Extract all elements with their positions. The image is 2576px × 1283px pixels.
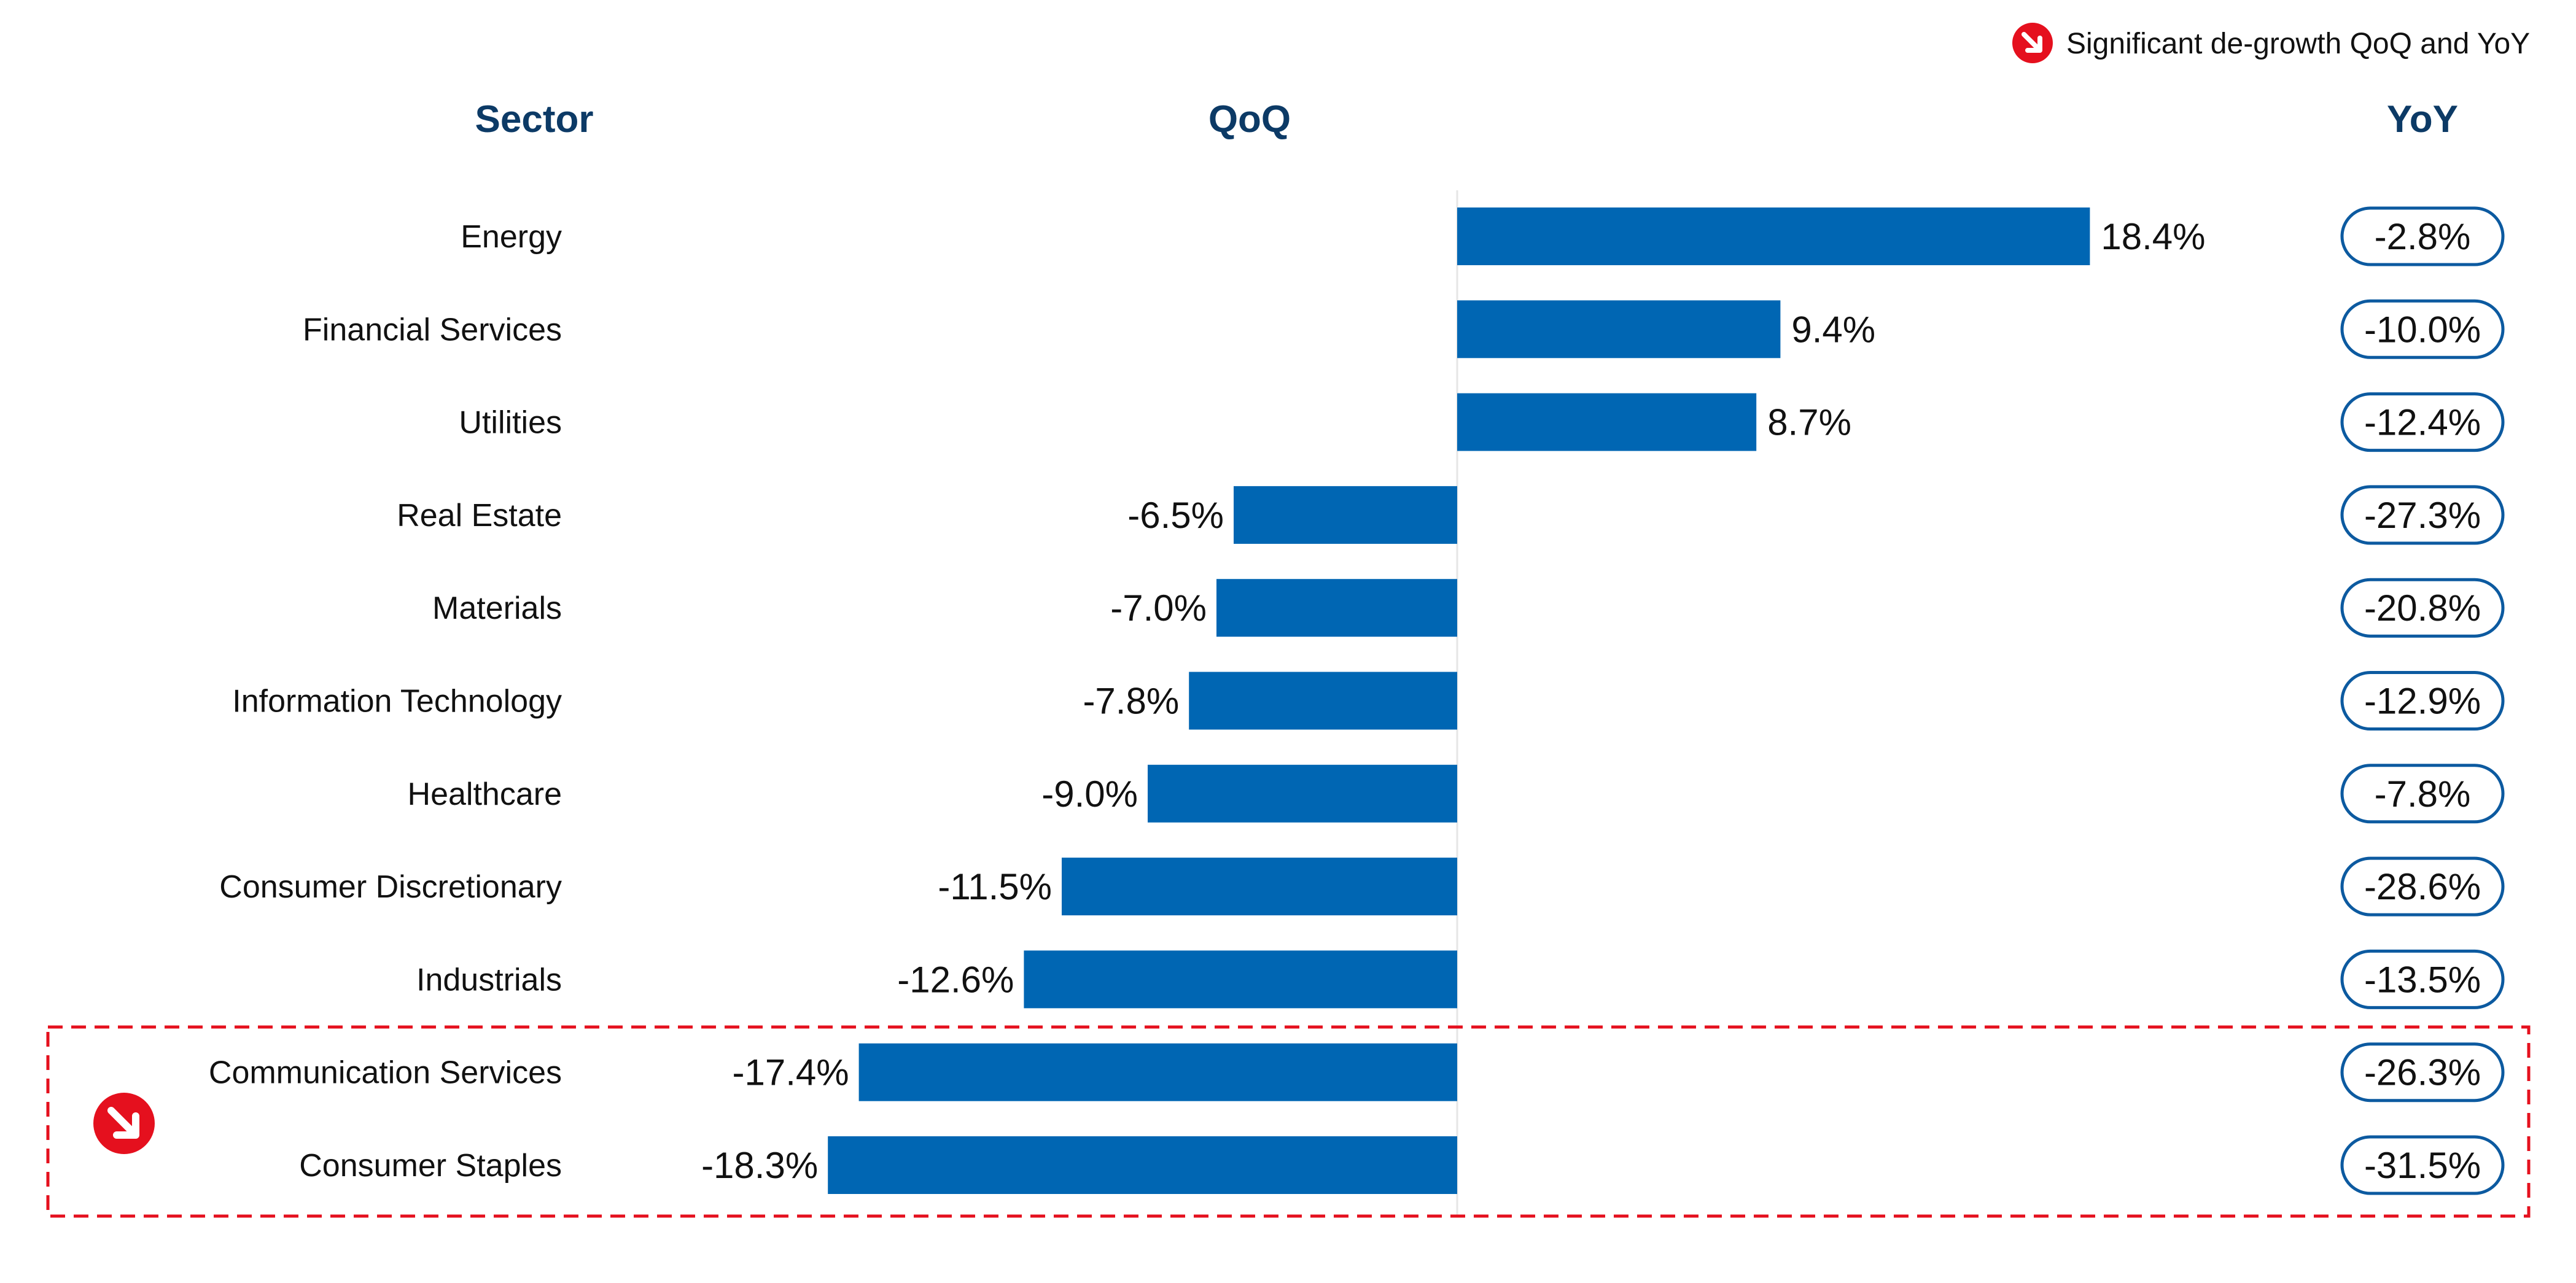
header-qoq: QoQ <box>1208 98 1291 141</box>
down-right-arrow-icon <box>2012 23 2053 63</box>
yoy-value-label: -20.8% <box>2364 587 2481 629</box>
yoy-value-label: -28.6% <box>2364 866 2481 907</box>
sector-label: Energy <box>461 219 562 255</box>
yoy-pill <box>2340 671 2505 731</box>
yoy-pill <box>2340 206 2505 266</box>
yoy-pill <box>2340 856 2505 917</box>
sector-row: Healthcare -9.0% -7.8% <box>408 764 2505 824</box>
qoq-bar <box>828 1136 1457 1194</box>
sector-row: Materials -7.0% -20.8% <box>432 578 2505 638</box>
yoy-pill <box>2340 764 2505 824</box>
yoy-pill <box>2340 1042 2505 1103</box>
yoy-pill <box>2340 949 2505 1009</box>
sector-label: Consumer Staples <box>299 1148 562 1184</box>
sector-row: Consumer Staples -18.3% -31.5% <box>299 1135 2505 1195</box>
down-right-arrow-icon <box>93 1093 155 1154</box>
yoy-pill <box>2340 299 2505 359</box>
yoy-value-label: -7.8% <box>2375 773 2471 815</box>
qoq-value-label: -17.4% <box>732 1052 849 1093</box>
sector-row: Real Estate -6.5% -27.3% <box>397 485 2505 545</box>
sector-label: Financial Services <box>303 312 562 347</box>
sector-label: Materials <box>432 591 562 626</box>
yoy-value-label: -26.3% <box>2364 1052 2481 1093</box>
sector-label: Healthcare <box>408 777 562 812</box>
qoq-value-label: -7.8% <box>1083 681 1179 722</box>
qoq-bar <box>1457 393 1757 451</box>
yoy-pill <box>2340 1135 2505 1195</box>
qoq-value-label: -9.0% <box>1041 773 1138 815</box>
sector-row: Communication Services -17.4% -26.3% <box>209 1042 2505 1103</box>
qoq-bar <box>1024 950 1457 1009</box>
qoq-bar <box>1216 579 1457 637</box>
legend: Significant de-growth QoQ and YoY <box>2012 23 2530 63</box>
qoq-value-label: 9.4% <box>1791 309 1875 350</box>
qoq-value-label: -18.3% <box>701 1145 818 1186</box>
qoq-value-label: -11.5% <box>938 866 1052 907</box>
sector-label: Communication Services <box>209 1055 562 1091</box>
qoq-value-label: 8.7% <box>1767 402 1851 443</box>
qoq-bar <box>1457 300 1781 359</box>
yoy-pill <box>2340 485 2505 545</box>
qoq-value-label: -6.5% <box>1127 495 1224 536</box>
sector-row: Information Technology -7.8% -12.9% <box>232 671 2505 731</box>
yoy-value-label: -2.8% <box>2375 216 2471 257</box>
yoy-value-label: -31.5% <box>2364 1145 2481 1186</box>
qoq-value-label: -12.6% <box>897 959 1014 1000</box>
sector-label: Utilities <box>459 405 562 441</box>
sector-label: Real Estate <box>397 498 562 533</box>
sector-row: Consumer Discretionary -11.5% -28.6% <box>219 856 2505 917</box>
sector-label: Consumer Discretionary <box>219 869 562 905</box>
sector-label: Information Technology <box>232 684 562 719</box>
highlight-group <box>46 1025 2531 1218</box>
yoy-value-label: -13.5% <box>2364 959 2481 1000</box>
qoq-value-label: -7.0% <box>1110 587 1207 629</box>
qoq-bar <box>1234 486 1457 544</box>
qoq-value-label: 18.4% <box>2101 216 2205 257</box>
yoy-value-label: -10.0% <box>2364 309 2481 350</box>
sector-row: Financial Services 9.4% -10.0% <box>303 299 2505 359</box>
sector-row: Utilities 8.7% -12.4% <box>459 392 2505 452</box>
qoq-bar <box>1062 858 1457 916</box>
yoy-pill <box>2340 578 2505 638</box>
header-sector: Sector <box>475 98 594 141</box>
qoq-bar <box>1457 207 2090 265</box>
yoy-value-label: -12.4% <box>2364 402 2481 443</box>
chart-rows: Energy 18.4% -2.8% Financial Services 9.4% -1… <box>209 206 2505 1195</box>
yoy-value-label: -27.3% <box>2364 495 2481 536</box>
sector-row: Energy 18.4% -2.8% <box>461 206 2505 266</box>
yoy-value-label: -12.9% <box>2364 681 2481 722</box>
legend-label: Significant de-growth QoQ and YoY <box>2066 28 2530 60</box>
yoy-pill <box>2340 392 2505 452</box>
sector-label: Industrials <box>416 962 562 998</box>
qoq-bar <box>1148 764 1457 823</box>
qoq-bar <box>1189 672 1457 730</box>
qoq-bar <box>858 1043 1457 1101</box>
highlight-box <box>46 1025 2531 1218</box>
header-yoy: YoY <box>2387 98 2458 141</box>
sector-row: Industrials -12.6% -13.5% <box>416 949 2505 1009</box>
